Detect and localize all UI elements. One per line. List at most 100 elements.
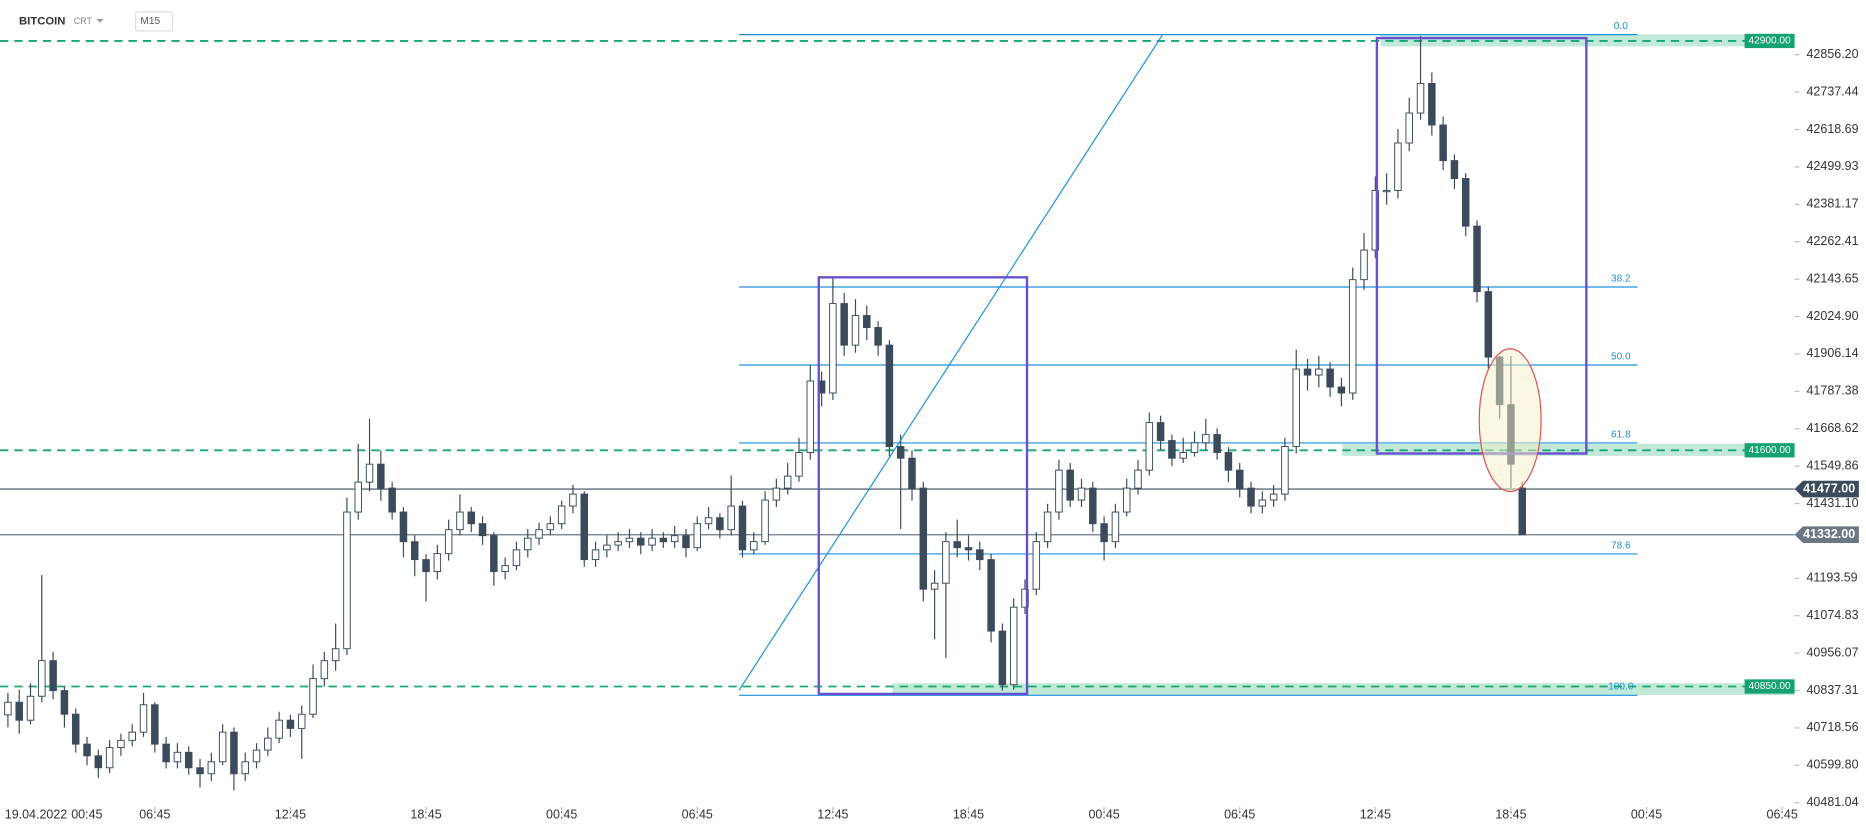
candle-body [94,755,103,769]
level-label: 40850.00 [1749,681,1792,692]
fib-label: 78.6 [1611,540,1631,551]
candle-body [1461,178,1470,227]
candle-body [26,695,35,721]
candle-body [275,719,283,739]
timeframe-button[interactable] [135,11,174,32]
candle-body [1518,487,1526,536]
y-tick-label: 42262.41 [1806,234,1858,248]
price-label: 41477.00 [1803,481,1855,495]
candle-body [896,446,905,459]
candle-body [354,481,362,513]
candle-body [874,327,882,346]
candle-body [908,457,916,489]
candle-body [1326,368,1334,388]
x-tick-label: 12:45 [1360,808,1391,822]
candle-body [331,648,340,662]
y-tick-label: 41074.83 [1806,608,1858,622]
y-tick-label: 41787.38 [1806,384,1858,398]
candle-body [151,704,159,745]
timeframe: M15 [140,16,160,27]
candle-body [603,544,611,551]
candle-body [1484,291,1493,358]
candle-body [693,523,702,549]
candle-body [207,761,216,775]
candle-body [15,701,23,721]
price-badge [1794,480,1859,498]
y-tick-label: 41431.10 [1806,496,1858,510]
candle-body [998,630,1007,686]
candle-body [591,549,600,561]
candle-body [1009,606,1018,686]
y-tick-label: 41906.14 [1806,346,1858,360]
candle-body [569,493,577,507]
level-badge [1744,443,1795,458]
candle-body [1303,368,1312,376]
candle-body [919,487,928,590]
candle-body [953,541,961,549]
candle-body [1439,124,1447,162]
candle-body [1190,442,1199,454]
candle-body [343,511,351,650]
candle-body [309,678,317,715]
candles [4,35,1526,791]
box [1375,36,1588,455]
annotations [738,34,1588,696]
candle-body [117,739,125,749]
x-tick-label: 18:45 [1495,808,1526,822]
y-tick-label: 40718.56 [1806,720,1858,734]
candle-body [1235,469,1244,489]
price-axis-bg [1794,0,1866,832]
candle-body [806,380,815,454]
candle-body [1258,499,1267,507]
candle-body [490,535,498,573]
y-tick-label: 40481.04 [1806,795,1858,809]
candle-body [230,731,238,775]
candle-body [535,529,543,539]
candle-body [218,731,227,763]
candle-body [173,751,182,763]
candle-body [467,511,475,525]
x-tick-label: 12:45 [817,808,848,822]
candle-body [241,761,249,775]
candle-body [1122,487,1131,513]
level-label: 41600.00 [1749,445,1792,456]
y-tick-label: 42381.17 [1806,197,1858,211]
drawings: 0.038.250.061.878.6100.0 [0,21,1795,696]
candle-body [1168,440,1176,459]
candle-body [761,499,769,543]
candle-body [1416,82,1425,114]
candle-body [557,505,566,525]
candle-body [1043,511,1052,543]
candle-body [264,737,272,751]
dropdown-arrow[interactable] [96,19,104,23]
candle-body [1032,541,1041,590]
candle-body [128,731,136,741]
y-tick-label: 41193.59 [1806,571,1857,585]
candle-body [524,537,532,551]
candle-body [1473,225,1481,293]
level-badge [1744,679,1795,694]
x-tick-label: 06:45 [139,808,170,822]
candle-body [1213,434,1221,454]
candle-body [1269,493,1278,501]
y-tick-label: 42499.93 [1806,159,1858,173]
candle-body [1224,452,1233,471]
start-date: 19.04.2022 [5,808,68,822]
candle-body [38,660,46,697]
header: BITCOIN CRT M15 19.04.2022 00:45 [5,11,174,822]
fib-label: 0.0 [1614,21,1628,32]
candle-body [964,547,973,551]
candle-body [1156,422,1165,442]
candle-body [772,487,781,501]
candle-body [105,747,114,769]
x-tick-label: 06:45 [1767,808,1798,822]
trend-line [738,34,1164,691]
candle-body [1348,279,1357,394]
x-tick-label: 06:45 [682,808,713,822]
candle-body [716,517,724,531]
candle-body [60,690,69,715]
candle-body [71,713,80,745]
y-tick-label: 42737.44 [1806,84,1858,98]
x-tick-label: 18:45 [953,808,984,822]
